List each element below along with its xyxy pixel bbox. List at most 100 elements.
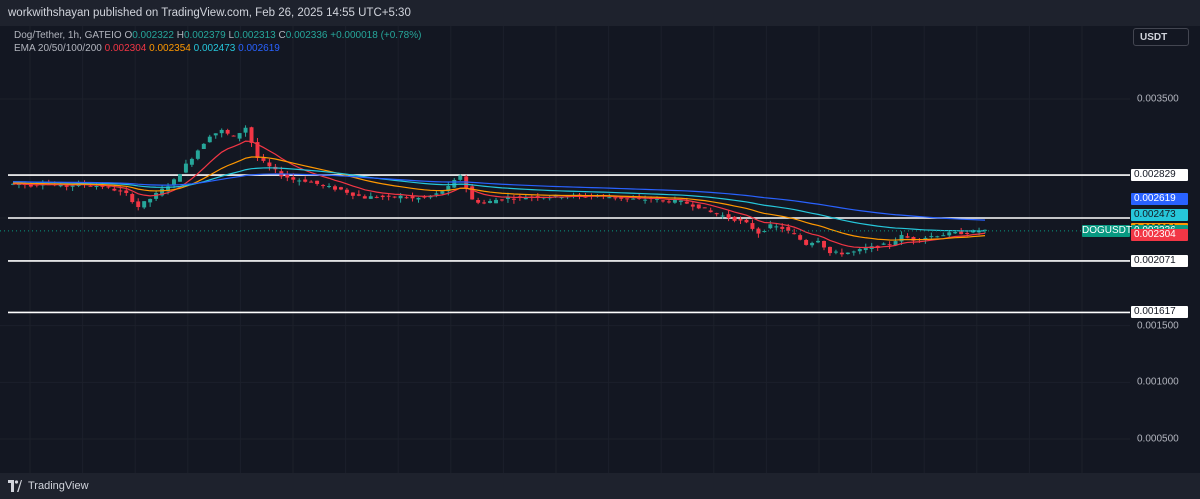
candle-body bbox=[756, 228, 761, 234]
symbol-badge: DOGUSDT bbox=[1082, 224, 1132, 237]
ema50-line bbox=[12, 156, 986, 241]
candle-body bbox=[929, 236, 934, 238]
candle-body bbox=[839, 252, 844, 255]
candle-body bbox=[893, 241, 898, 246]
ema100-line bbox=[12, 167, 986, 232]
candle-body bbox=[207, 136, 212, 143]
chart-area[interactable]: Dog/Tether, 1h, GATEIO O0.002322 H0.0023… bbox=[0, 26, 1200, 491]
candle-body bbox=[827, 246, 832, 254]
price-axis-badge: 0.001617 bbox=[1131, 306, 1188, 319]
candle-body bbox=[661, 200, 665, 202]
symbol-name[interactable]: Dog/Tether, 1h, GATEIO bbox=[14, 30, 122, 41]
candle-body bbox=[446, 185, 451, 192]
tradingview-logo-icon bbox=[8, 480, 22, 492]
candle-body bbox=[607, 197, 612, 199]
candle-body bbox=[398, 195, 403, 199]
candle-body bbox=[625, 198, 630, 200]
candle-body bbox=[500, 199, 504, 201]
candle-body bbox=[678, 200, 683, 202]
candle-body bbox=[792, 233, 797, 235]
ema200-value: 0.002619 bbox=[238, 43, 280, 54]
candle-body bbox=[458, 175, 463, 180]
candle-body bbox=[798, 235, 803, 240]
candle-body bbox=[350, 192, 355, 196]
candle-body bbox=[452, 179, 457, 188]
ema-label[interactable]: EMA 20/50/100/200 bbox=[14, 43, 102, 54]
candle-body bbox=[488, 201, 493, 203]
candle-body bbox=[183, 163, 188, 173]
candle-body bbox=[195, 150, 200, 159]
candle-body bbox=[726, 214, 731, 219]
candle-body bbox=[708, 210, 713, 213]
candle-body bbox=[142, 201, 147, 208]
candle-body bbox=[911, 237, 916, 241]
candle-body bbox=[255, 142, 260, 158]
candle-body bbox=[953, 232, 958, 234]
candle-body bbox=[822, 240, 826, 248]
candle-body bbox=[714, 213, 719, 215]
candle-body bbox=[851, 251, 856, 253]
candle-body bbox=[118, 190, 123, 192]
candle-body bbox=[321, 185, 326, 187]
candle-body bbox=[505, 197, 510, 199]
price-axis-badge: 0.002829 bbox=[1131, 169, 1188, 182]
candle-body bbox=[833, 251, 838, 253]
candle-body bbox=[333, 186, 337, 190]
candle-body bbox=[923, 237, 928, 240]
candle-body bbox=[434, 193, 439, 195]
candle-body bbox=[732, 216, 737, 221]
candle-body bbox=[744, 219, 749, 223]
candle-body bbox=[315, 180, 320, 184]
low-key: L bbox=[228, 30, 235, 41]
candle-body bbox=[696, 204, 701, 209]
price-tick-label: 0.000500 bbox=[1137, 433, 1179, 445]
candle-body bbox=[631, 198, 636, 200]
candle-body bbox=[172, 179, 176, 185]
candle-body bbox=[64, 185, 69, 187]
candle-body bbox=[774, 226, 779, 228]
candle-body bbox=[225, 129, 230, 134]
candle-body bbox=[804, 240, 809, 245]
candle-body bbox=[177, 174, 182, 182]
candle-body bbox=[720, 215, 725, 217]
open-value: 0.002322 bbox=[132, 30, 174, 41]
footer-bar: TradingView bbox=[0, 473, 1200, 499]
candle-body bbox=[881, 243, 886, 245]
candle-body bbox=[249, 127, 254, 143]
candle-body bbox=[237, 133, 242, 139]
candle-body bbox=[70, 185, 75, 187]
price-axis-badge: 0.002304 bbox=[1131, 228, 1188, 241]
price-axis-badge: 0.002619 bbox=[1131, 192, 1188, 205]
candle-body bbox=[327, 186, 332, 188]
candle-body bbox=[666, 201, 671, 203]
candle-body bbox=[130, 194, 135, 203]
currency-button[interactable]: USDT bbox=[1133, 28, 1189, 46]
candle-body bbox=[768, 224, 773, 229]
candle-body bbox=[94, 185, 99, 187]
candle-body bbox=[750, 223, 755, 229]
candle-body bbox=[810, 242, 815, 246]
price-tick-label: 0.003500 bbox=[1137, 93, 1179, 105]
candle-body bbox=[684, 201, 689, 204]
candle-body bbox=[643, 199, 648, 201]
candle-body bbox=[267, 162, 272, 167]
candle-body bbox=[297, 180, 302, 182]
ema200-line bbox=[12, 173, 986, 221]
candle-body bbox=[136, 201, 141, 208]
candle-body bbox=[166, 186, 171, 192]
candle-body bbox=[440, 191, 445, 194]
candle-body bbox=[285, 174, 290, 178]
candle-body bbox=[58, 184, 63, 187]
candle-body bbox=[786, 227, 791, 231]
candle-body bbox=[887, 244, 892, 246]
ema50-value: 0.002354 bbox=[149, 43, 191, 54]
candle-body bbox=[494, 199, 498, 204]
candle-body bbox=[511, 198, 516, 200]
candle-body bbox=[655, 198, 660, 200]
symbol-ohlc-row: Dog/Tether, 1h, GATEIO O0.002322 H0.0023… bbox=[14, 29, 421, 42]
price-chart[interactable] bbox=[0, 26, 1200, 473]
candle-body bbox=[160, 188, 165, 196]
candle-body bbox=[619, 196, 624, 199]
candle-body bbox=[476, 199, 481, 203]
low-value: 0.002313 bbox=[234, 30, 276, 41]
